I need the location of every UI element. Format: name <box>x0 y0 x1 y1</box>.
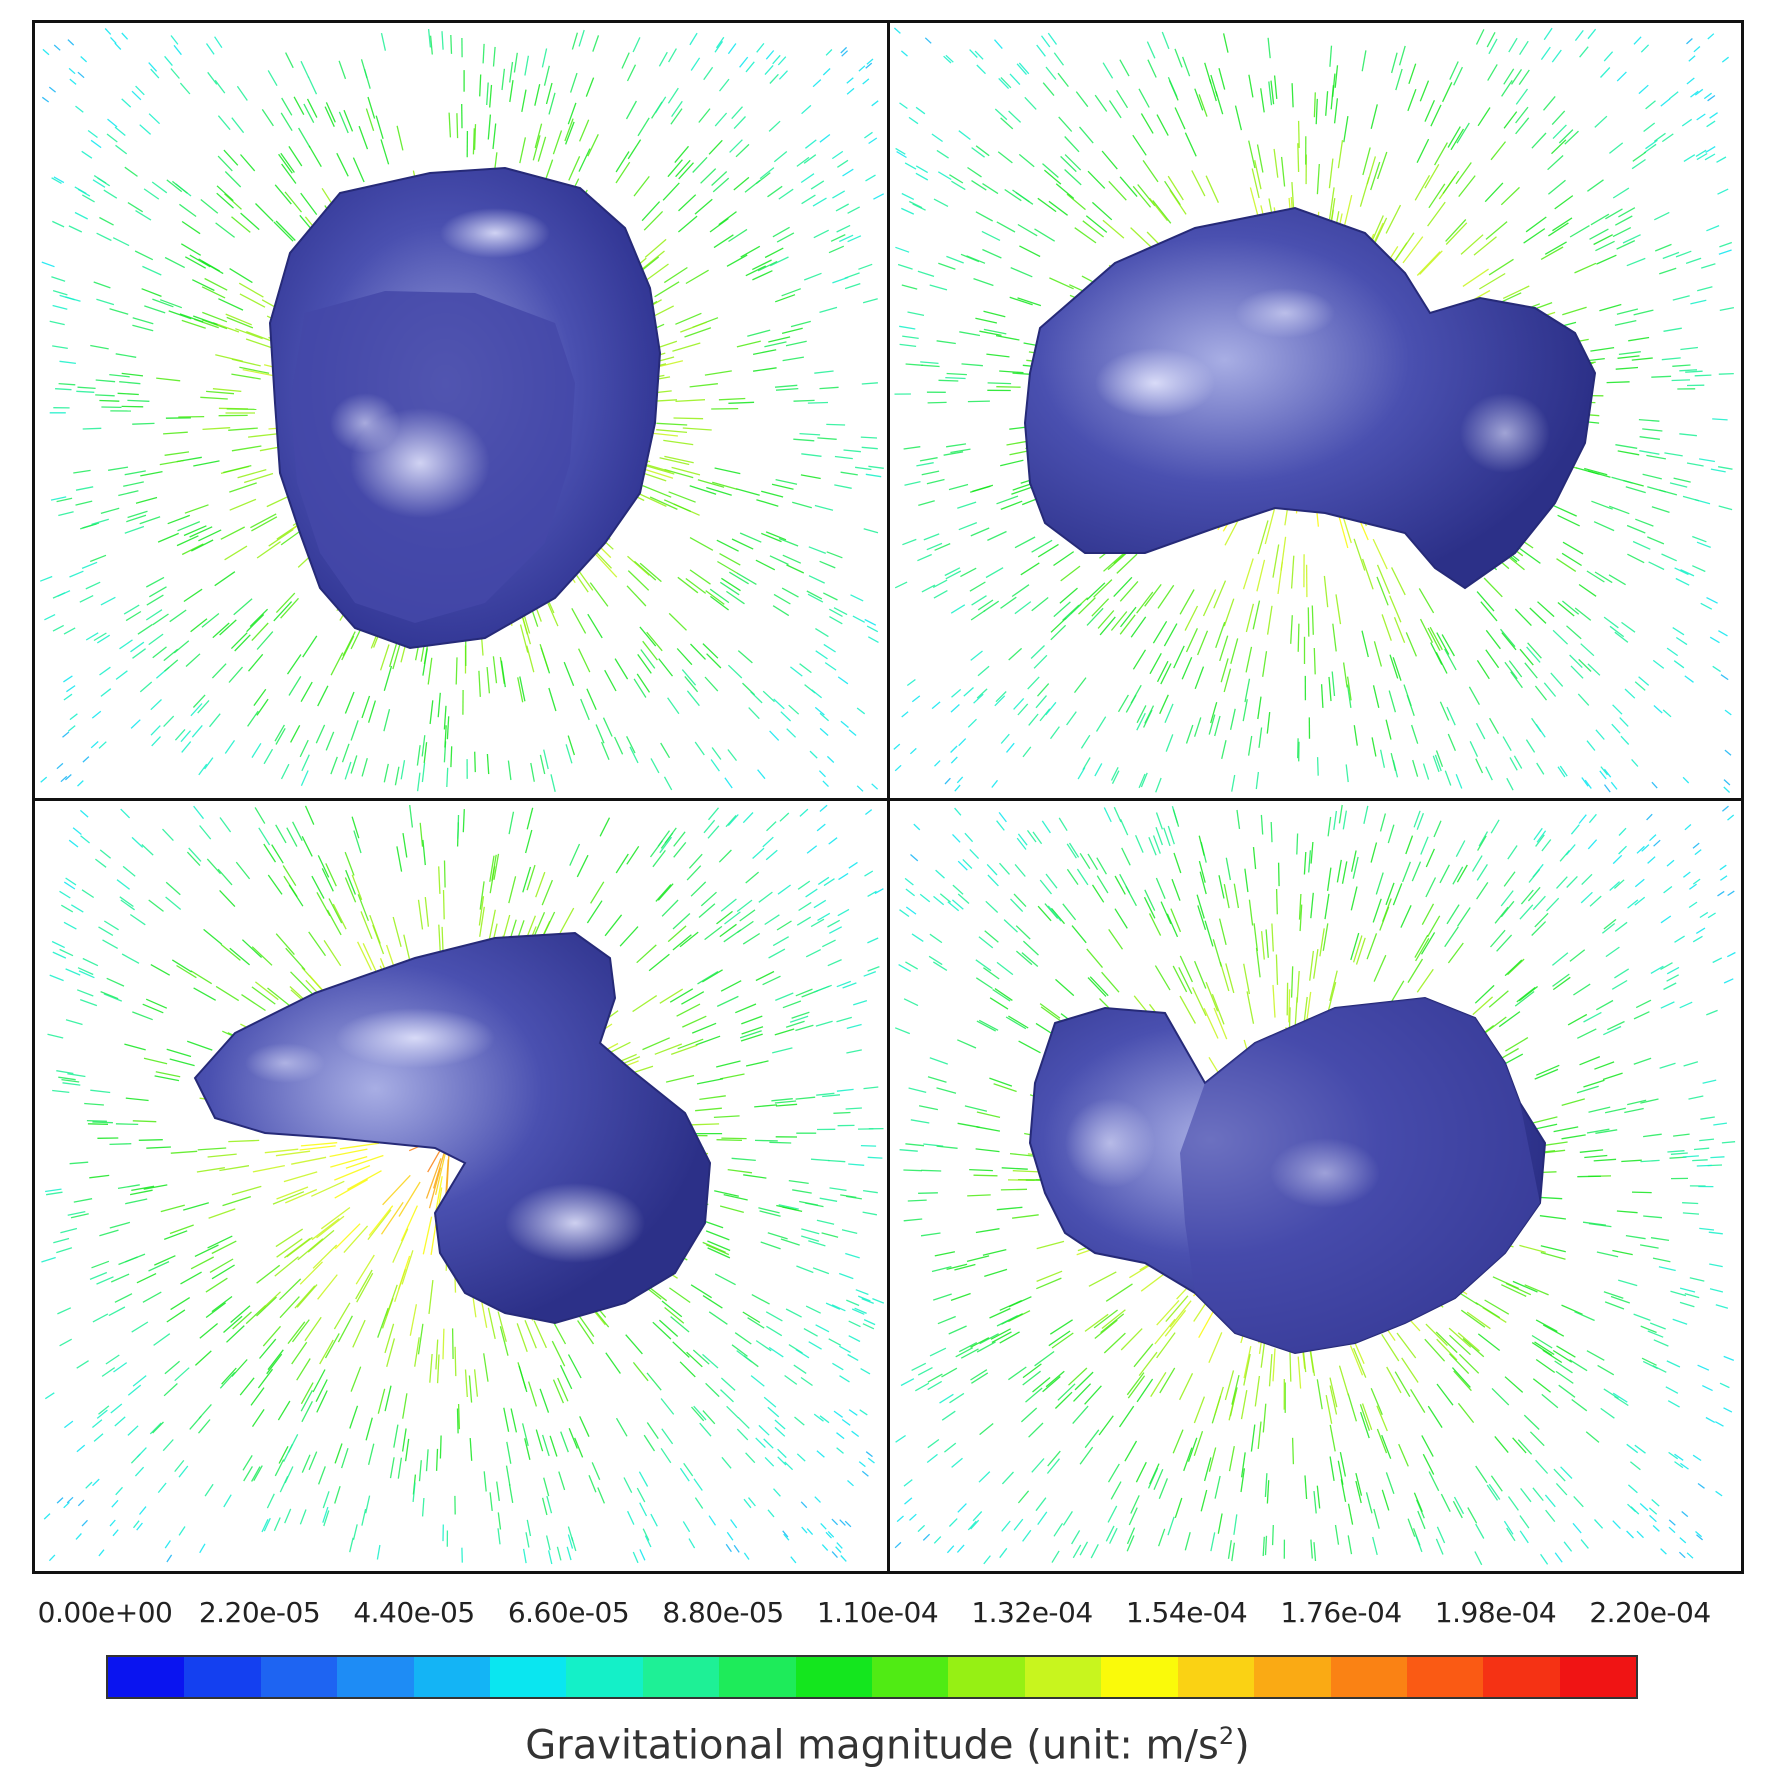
colorbar-cell <box>1101 1657 1178 1697</box>
colorbar-cell <box>566 1657 643 1697</box>
colorbar-tick-label: 1.10e-04 <box>816 1596 939 1629</box>
colorbar-title-end: ) <box>1234 1722 1250 1769</box>
colorbar-cell <box>337 1657 414 1697</box>
colorbar-tick-label: 1.54e-04 <box>1125 1596 1248 1629</box>
colorbar-cell <box>795 1657 873 1697</box>
colorbar-tick-label: 1.98e-04 <box>1434 1596 1557 1629</box>
figure-grid <box>32 20 1744 1574</box>
colorbar-cell <box>1024 1657 1102 1697</box>
colorbar-cell <box>108 1657 185 1697</box>
colorbar-tick-label: 6.60e-05 <box>507 1596 630 1629</box>
colorbar-tick-label: 1.32e-04 <box>971 1596 1093 1629</box>
colorbar-cell <box>1254 1657 1331 1697</box>
colorbar-cell <box>1406 1657 1484 1697</box>
colorbar-cell <box>872 1657 949 1697</box>
colorbar <box>106 1655 1638 1699</box>
colorbar-tick-label: 4.40e-05 <box>353 1596 475 1629</box>
nucleus-top-right <box>1023 206 1597 590</box>
vertical-divider <box>887 23 890 1571</box>
colorbar-cell <box>1330 1657 1407 1697</box>
gravity-field-panels <box>39 27 1736 1566</box>
colorbar-tick-label: 2.20e-04 <box>1589 1596 1711 1629</box>
vector-field-bottom-left <box>41 804 885 1565</box>
colorbar-cell <box>948 1657 1025 1697</box>
horizontal-divider <box>35 798 1741 801</box>
colorbar-cell <box>260 1657 338 1697</box>
colorbar-tick-label: 8.80e-05 <box>662 1596 784 1629</box>
colorbar-tick-label: 0.00e+00 <box>37 1596 173 1629</box>
colorbar-tick-label: 1.76e-04 <box>1280 1596 1402 1629</box>
colorbar-cell <box>719 1657 796 1697</box>
colorbar-cell <box>184 1657 261 1697</box>
colorbar-title-text: Gravitational magnitude (unit: m/s <box>525 1722 1219 1769</box>
colorbar-cell <box>1177 1657 1255 1697</box>
nucleus-bottom-right <box>1028 996 1547 1355</box>
colorbar-tick-labels: 0.00e+00 2.20e-05 4.40e-05 6.60e-05 8.80e-05… <box>30 1596 1745 1636</box>
colorbar-tick-label: 2.20e-05 <box>198 1596 321 1629</box>
nucleus-top-left <box>268 166 662 650</box>
nucleus-bottom-left <box>193 931 712 1325</box>
colorbar-cell <box>642 1657 720 1697</box>
colorbar-cell <box>413 1657 491 1697</box>
colorbar-title-superscript: 2 <box>1218 1722 1235 1750</box>
colorbar-cell <box>1559 1657 1637 1697</box>
colorbar-cell <box>490 1657 567 1697</box>
colorbar-cell <box>1483 1657 1560 1697</box>
colorbar-title: Gravitational magnitude (unit: m/s2) <box>0 1722 1775 1768</box>
